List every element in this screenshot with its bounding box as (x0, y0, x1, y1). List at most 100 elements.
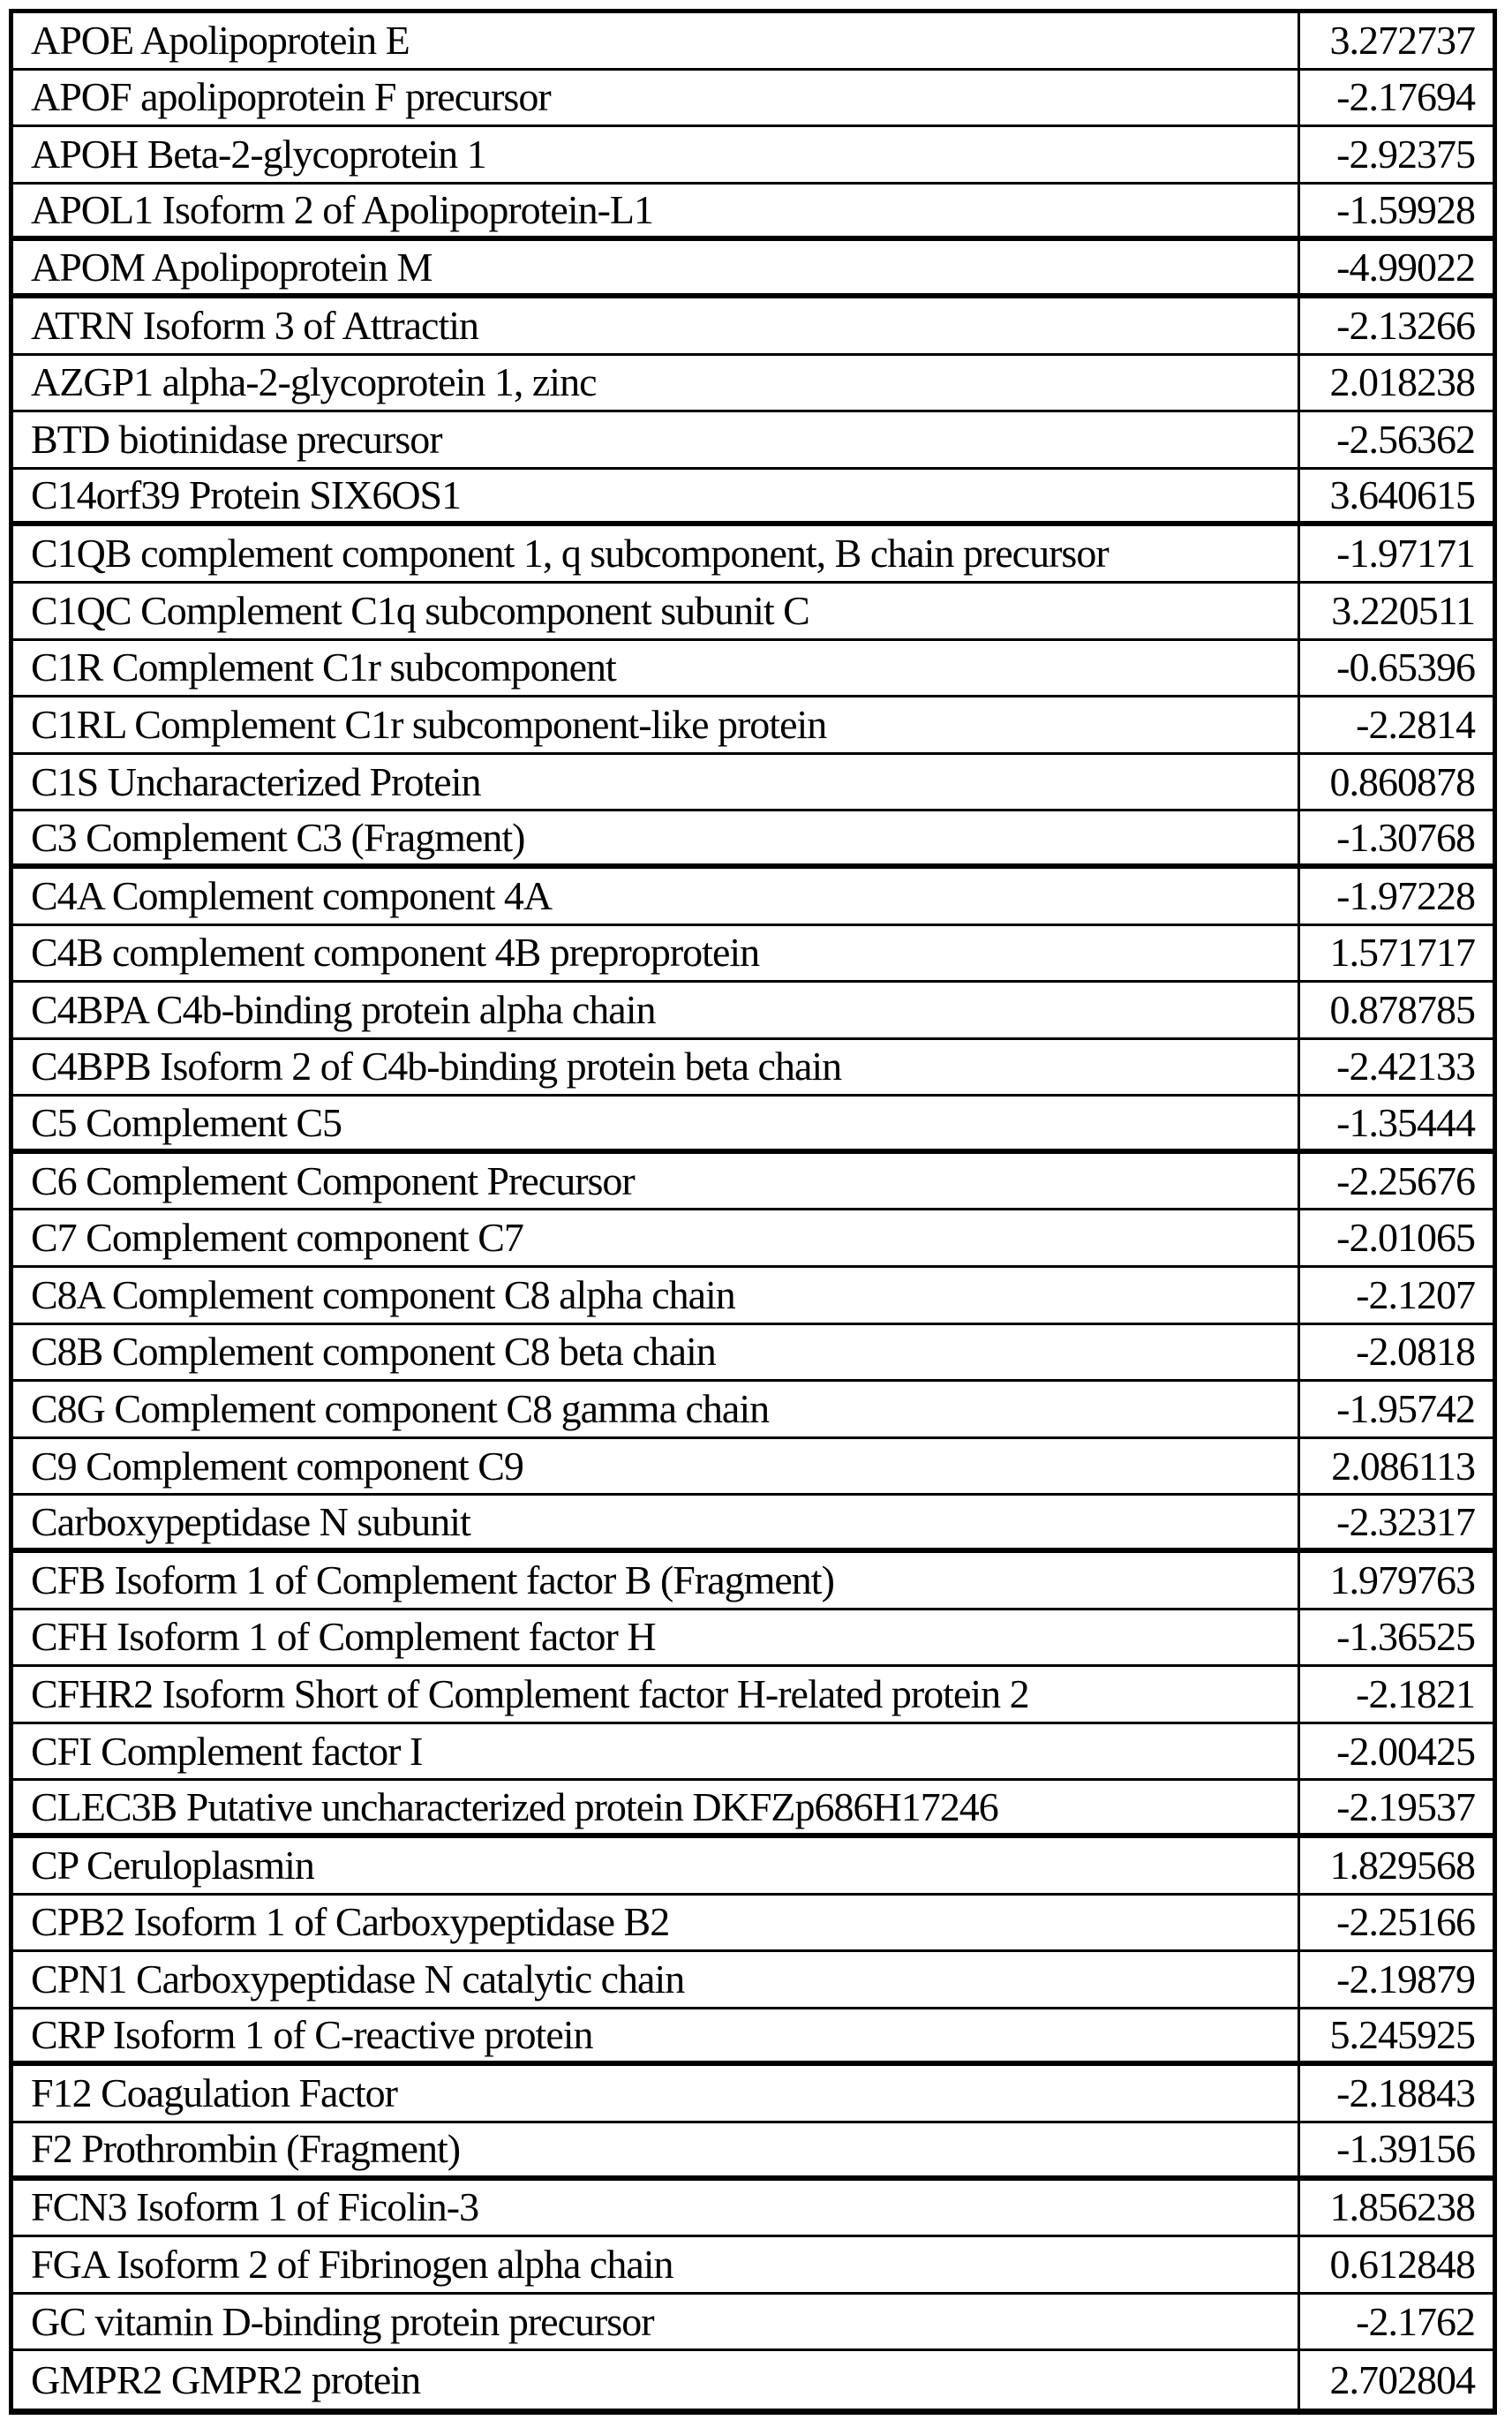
fold-change-value-cell: 1.856238 (1329, 2184, 1477, 2230)
table-row: APOE Apolipoprotein E 3.272737 (13, 13, 1493, 71)
protein-fold-change-table: APOE Apolipoprotein E 3.272737 APOF apol… (9, 9, 1497, 2415)
fold-change-value-cell: -1.95742 (1336, 1386, 1476, 1432)
fold-change-value-cell: 2.086113 (1331, 1443, 1476, 1489)
protein-name-cell: C3 Complement C3 (Fragment) (13, 811, 1300, 863)
protein-name-cell: APOH Beta-2-glycoprotein 1 (13, 127, 1300, 182)
protein-name-cell: C1QB complement component 1, q subcompon… (13, 526, 1300, 581)
fold-change-value-cell: -1.59928 (1336, 187, 1476, 233)
fold-change-value-cell: -1.36525 (1336, 1614, 1476, 1660)
table-row: C1RL Complement C1r subcomponent-like pr… (13, 697, 1493, 755)
fold-change-value-cell: 3.220511 (1331, 587, 1476, 633)
table-row: CPN1 Carboxypeptidase N catalytic chain … (13, 1952, 1493, 2009)
table-row: CRP Isoform 1 of C-reactive protein 5.24… (13, 2009, 1493, 2067)
fold-change-value-cell: -1.97171 (1336, 531, 1476, 577)
protein-name-cell: C7 Complement component C7 (13, 1210, 1300, 1266)
table-row: C14orf39 Protein SIX6OS1 3.640615 (13, 469, 1493, 527)
protein-name-cell: APOE Apolipoprotein E (13, 13, 1300, 68)
table-row: C4BPA C4b-binding protein alpha chain 0.… (13, 983, 1493, 1040)
fold-change-value-cell: -1.35444 (1336, 1099, 1476, 1145)
protein-name-cell: C1QC Complement C1q subcomponent subunit… (13, 583, 1300, 638)
table-row: C1R Complement C1r subcomponent -0.65396 (13, 640, 1493, 698)
table-row: APOF apolipoprotein F precursor -2.17694 (13, 70, 1493, 128)
protein-name-cell: C14orf39 Protein SIX6OS1 (13, 469, 1300, 522)
table-row: CFH Isoform 1 of Complement factor H -1.… (13, 1610, 1493, 1668)
fold-change-value-cell: -2.92375 (1336, 131, 1476, 177)
table-row: APOL1 Isoform 2 of Apolipoprotein-L1 -1.… (13, 184, 1493, 242)
table-row: C1QC Complement C1q subcomponent subunit… (13, 583, 1493, 641)
table-row: C9 Complement component C9 2.086113 (13, 1438, 1493, 1496)
protein-name-cell: APOM Apolipoprotein M (13, 241, 1300, 293)
fold-change-value-cell: -2.13266 (1336, 302, 1476, 348)
fold-change-value-cell: 1.829568 (1329, 1842, 1477, 1888)
table-row: BTD biotinidase precursor -2.56362 (13, 412, 1493, 470)
table-row: CP Ceruloplasmin 1.829568 (13, 1838, 1493, 1896)
protein-name-cell: C8A Complement component C8 alpha chain (13, 1268, 1300, 1323)
fold-change-value-cell: -2.17694 (1336, 74, 1476, 120)
fold-change-value-cell: -2.18843 (1336, 2070, 1476, 2116)
fold-change-value-cell: 5.245925 (1329, 2012, 1477, 2058)
fold-change-value-cell: -2.19879 (1336, 1956, 1476, 2002)
protein-name-cell: C9 Complement component C9 (13, 1438, 1300, 1494)
fold-change-value-cell: -1.39156 (1336, 2126, 1476, 2172)
protein-name-cell: C4BPB Isoform 2 of C4b-binding protein b… (13, 1039, 1300, 1095)
protein-name-cell: F12 Coagulation Factor (13, 2066, 1300, 2121)
fold-change-value-cell: -2.19537 (1336, 1783, 1476, 1829)
protein-name-cell: C4BPA C4b-binding protein alpha chain (13, 983, 1300, 1037)
protein-name-cell: APOF apolipoprotein F precursor (13, 70, 1300, 125)
protein-name-cell: C8G Complement component C8 gamma chain (13, 1382, 1300, 1436)
table-row: CLEC3B Putative uncharacterized protein … (13, 1781, 1493, 1838)
fold-change-value-cell: 3.640615 (1329, 472, 1477, 518)
fold-change-value-cell: -0.65396 (1336, 645, 1476, 690)
protein-name-cell: CFH Isoform 1 of Complement factor H (13, 1610, 1300, 1665)
table-row: GMPR2 GMPR2 protein 2.702804 (13, 2351, 1493, 2409)
fold-change-value-cell: 1.571717 (1329, 930, 1477, 976)
protein-name-cell: FCN3 Isoform 1 of Ficolin-3 (13, 2180, 1300, 2235)
table-row: CFB Isoform 1 of Complement factor B (Fr… (13, 1553, 1493, 1610)
table-row: AZGP1 alpha-2-glycoprotein 1, zinc 2.018… (13, 355, 1493, 413)
protein-name-cell: GC vitamin D-binding protein precursor (13, 2294, 1300, 2349)
table-row: C4A Complement component 4A -1.97228 (13, 868, 1493, 926)
fold-change-value-cell: -2.25166 (1336, 1899, 1476, 1945)
protein-name-cell: F2 Prothrombin (Fragment) (13, 2122, 1300, 2175)
fold-change-value-cell: -1.97228 (1336, 872, 1476, 918)
protein-name-cell: CP Ceruloplasmin (13, 1838, 1300, 1893)
protein-name-cell: C1R Complement C1r subcomponent (13, 640, 1300, 696)
fold-change-value-cell: -2.56362 (1336, 416, 1476, 462)
protein-name-cell: BTD biotinidase precursor (13, 412, 1300, 467)
protein-name-cell: GMPR2 GMPR2 protein (13, 2351, 1300, 2409)
table-row: Carboxypeptidase N subunit -2.32317 (13, 1496, 1493, 1554)
protein-name-cell: C1RL Complement C1r subcomponent-like pr… (13, 697, 1300, 752)
fold-change-value-cell: -2.1762 (1356, 2298, 1476, 2344)
table-row: C5 Complement C5 -1.35444 (13, 1097, 1493, 1154)
protein-name-cell: C6 Complement Component Precursor (13, 1153, 1300, 1209)
table-row: C1S Uncharacterized Protein 0.860878 (13, 754, 1493, 812)
table-row: ATRN Isoform 3 of Attractin -2.13266 (13, 298, 1493, 356)
fold-change-value-cell: -2.25676 (1336, 1157, 1476, 1203)
table-row: F12 Coagulation Factor -2.18843 (13, 2066, 1493, 2123)
protein-name-cell: CFI Complement factor I (13, 1723, 1300, 1779)
protein-name-cell: FGA Isoform 2 of Fibrinogen alpha chain (13, 2237, 1300, 2292)
protein-name-cell: CPN1 Carboxypeptidase N catalytic chain (13, 1952, 1300, 2007)
protein-name-cell: APOL1 Isoform 2 of Apolipoprotein-L1 (13, 184, 1300, 237)
fold-change-value-cell: -2.2814 (1356, 701, 1476, 747)
fold-change-value-cell: 0.860878 (1329, 758, 1477, 804)
fold-change-value-cell: 2.702804 (1329, 2356, 1477, 2402)
table-row: C1QB complement component 1, q subcompon… (13, 526, 1493, 584)
fold-change-value-cell: -2.1821 (1356, 1671, 1476, 1717)
table-row: C4BPB Isoform 2 of C4b-binding protein b… (13, 1039, 1493, 1097)
fold-change-value-cell: -2.01065 (1336, 1215, 1476, 1261)
fold-change-value-cell: -2.00425 (1336, 1728, 1476, 1774)
fold-change-value-cell: -2.42133 (1336, 1044, 1476, 1089)
table-row: C8B Complement component C8 beta chain -… (13, 1324, 1493, 1383)
fold-change-value-cell: -2.0818 (1356, 1329, 1476, 1375)
protein-name-cell: CRP Isoform 1 of C-reactive protein (13, 2009, 1300, 2062)
table-row: APOH Beta-2-glycoprotein 1 -2.92375 (13, 127, 1493, 185)
table-row: FGA Isoform 2 of Fibrinogen alpha chain … (13, 2237, 1493, 2295)
fold-change-value-cell: 1.979763 (1329, 1557, 1477, 1602)
protein-name-cell: C1S Uncharacterized Protein (13, 754, 1300, 810)
protein-name-cell: CFB Isoform 1 of Complement factor B (Fr… (13, 1553, 1300, 1608)
protein-name-cell: CLEC3B Putative uncharacterized protein … (13, 1781, 1300, 1833)
table-row: C7 Complement component C7 -2.01065 (13, 1210, 1493, 1269)
fold-change-value-cell: 2.018238 (1329, 359, 1477, 405)
